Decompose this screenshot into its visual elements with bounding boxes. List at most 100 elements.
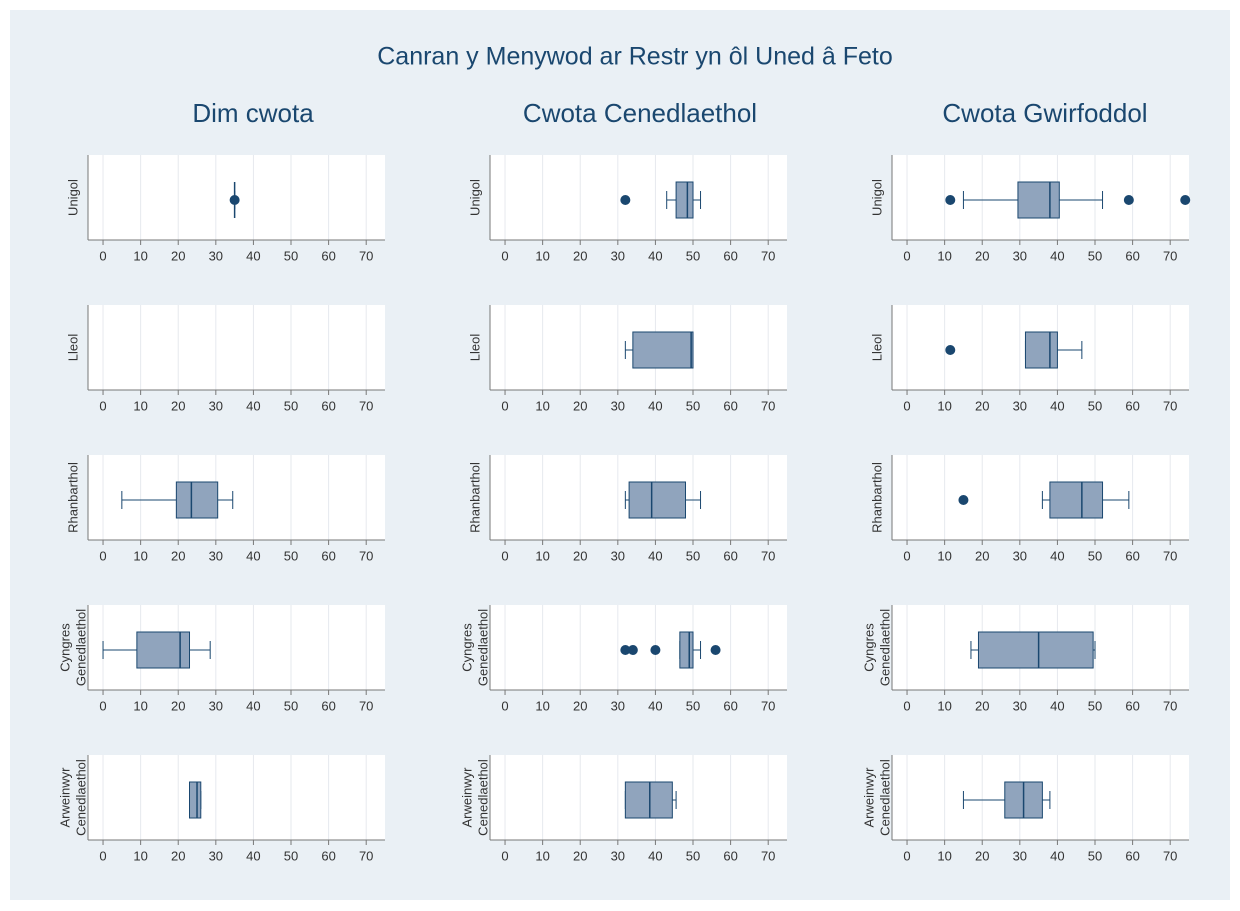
- x-tick-label: 70: [1163, 248, 1177, 263]
- x-tick-label: 20: [171, 698, 185, 713]
- plot-area: [88, 755, 385, 840]
- x-tick-label: 50: [686, 698, 700, 713]
- x-tick-label: 0: [99, 848, 106, 863]
- x-tick-label: 0: [99, 398, 106, 413]
- x-tick-label: 20: [171, 848, 185, 863]
- x-tick-label: 30: [209, 548, 223, 563]
- box: [977, 631, 1094, 669]
- row-label: Lleol: [869, 334, 884, 362]
- box: [136, 631, 191, 669]
- outlier: [1180, 195, 1191, 205]
- x-tick-label: 70: [359, 398, 373, 413]
- row-label: Unigol: [869, 179, 884, 216]
- x-tick-label: 50: [1088, 848, 1102, 863]
- x-tick-label: 40: [246, 548, 260, 563]
- x-tick-label: 20: [975, 848, 989, 863]
- x-tick-label: 70: [1163, 698, 1177, 713]
- x-tick-label: 10: [133, 848, 147, 863]
- x-tick-label: 0: [501, 698, 508, 713]
- x-tick-label: 50: [686, 248, 700, 263]
- x-tick-label: 10: [535, 698, 549, 713]
- row-label: Arweinwyr: [459, 767, 474, 828]
- x-tick-label: 60: [321, 398, 335, 413]
- x-tick-label: 70: [1163, 548, 1177, 563]
- plot-area: [490, 605, 787, 690]
- x-tick-label: 60: [723, 848, 737, 863]
- x-tick-label: 60: [723, 398, 737, 413]
- x-tick-label: 70: [761, 848, 775, 863]
- row-label: Unigol: [467, 179, 482, 216]
- x-tick-label: 40: [1050, 548, 1064, 563]
- x-tick-label: 0: [99, 548, 106, 563]
- x-tick-label: 20: [975, 398, 989, 413]
- x-tick-label: 20: [573, 848, 587, 863]
- x-tick-label: 0: [903, 548, 910, 563]
- x-tick-label: 0: [501, 548, 508, 563]
- x-tick-label: 70: [359, 698, 373, 713]
- x-tick-label: 60: [321, 548, 335, 563]
- x-tick-label: 70: [761, 248, 775, 263]
- x-tick-label: 30: [1013, 698, 1027, 713]
- x-tick-label: 20: [171, 248, 185, 263]
- row-label: Cenedlaethol: [73, 759, 88, 836]
- x-tick-label: 40: [648, 248, 662, 263]
- x-tick-label: 0: [903, 848, 910, 863]
- row-label: Rhanbarthol: [869, 462, 884, 533]
- x-tick-label: 0: [501, 248, 508, 263]
- x-tick-label: 60: [723, 698, 737, 713]
- outlier: [650, 645, 661, 655]
- chart-title: Canran y Menywod ar Restr yn ôl Uned â F…: [377, 43, 893, 71]
- x-tick-label: 40: [1050, 698, 1064, 713]
- x-tick-label: 30: [209, 698, 223, 713]
- x-tick-label: 30: [1013, 398, 1027, 413]
- row-label: Cyngres: [57, 623, 72, 672]
- x-tick-label: 40: [246, 848, 260, 863]
- row-label: Genedlaethol: [475, 609, 490, 686]
- x-tick-label: 50: [284, 848, 298, 863]
- outlier: [620, 195, 631, 205]
- x-tick-label: 20: [171, 398, 185, 413]
- x-tick-label: 30: [611, 398, 625, 413]
- plot-area: [88, 605, 385, 690]
- x-tick-label: 40: [648, 398, 662, 413]
- column-title: Cwota Cenedlaethol: [523, 98, 757, 128]
- x-tick-label: 20: [975, 698, 989, 713]
- x-tick-label: 70: [359, 848, 373, 863]
- row-label: Cenedlaethol: [877, 759, 892, 836]
- x-tick-label: 0: [903, 248, 910, 263]
- x-tick-label: 60: [321, 848, 335, 863]
- x-tick-label: 30: [209, 398, 223, 413]
- plot-area: [490, 155, 787, 240]
- x-tick-label: 30: [611, 248, 625, 263]
- x-tick-label: 30: [1013, 848, 1027, 863]
- row-label: Cyngres: [861, 623, 876, 672]
- x-tick-label: 10: [535, 848, 549, 863]
- x-tick-label: 50: [686, 398, 700, 413]
- x-tick-label: 50: [284, 248, 298, 263]
- column-title: Cwota Gwirfoddol: [942, 98, 1147, 128]
- plot-area: [892, 455, 1189, 540]
- box: [628, 481, 686, 519]
- x-tick-label: 50: [686, 848, 700, 863]
- x-tick-label: 20: [171, 548, 185, 563]
- x-tick-label: 0: [99, 698, 106, 713]
- x-tick-label: 20: [975, 248, 989, 263]
- box: [675, 181, 694, 219]
- x-tick-label: 40: [1050, 248, 1064, 263]
- plot-area: [88, 305, 385, 390]
- x-tick-label: 10: [937, 548, 951, 563]
- x-tick-label: 70: [761, 398, 775, 413]
- x-tick-label: 70: [1163, 848, 1177, 863]
- x-tick-label: 20: [573, 398, 587, 413]
- x-tick-label: 50: [1088, 548, 1102, 563]
- row-label: Cyngres: [459, 623, 474, 672]
- box: [624, 781, 673, 819]
- x-tick-label: 10: [133, 548, 147, 563]
- x-tick-label: 60: [1125, 698, 1139, 713]
- x-tick-label: 0: [501, 398, 508, 413]
- x-tick-label: 30: [611, 698, 625, 713]
- x-tick-label: 10: [937, 848, 951, 863]
- x-tick-label: 70: [761, 698, 775, 713]
- x-tick-label: 10: [535, 398, 549, 413]
- x-tick-label: 60: [321, 248, 335, 263]
